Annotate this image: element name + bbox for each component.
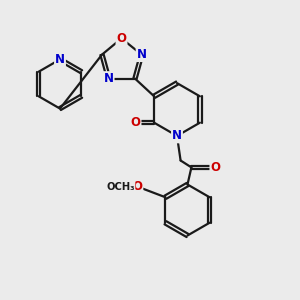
Text: OCH₃: OCH₃ (106, 182, 135, 192)
Text: N: N (103, 72, 114, 85)
Text: O: O (130, 116, 140, 129)
Text: N: N (136, 48, 147, 61)
Text: O: O (210, 161, 220, 174)
Text: N: N (55, 53, 65, 66)
Text: N: N (172, 129, 182, 142)
Text: O: O (132, 180, 142, 193)
Text: O: O (116, 32, 127, 45)
